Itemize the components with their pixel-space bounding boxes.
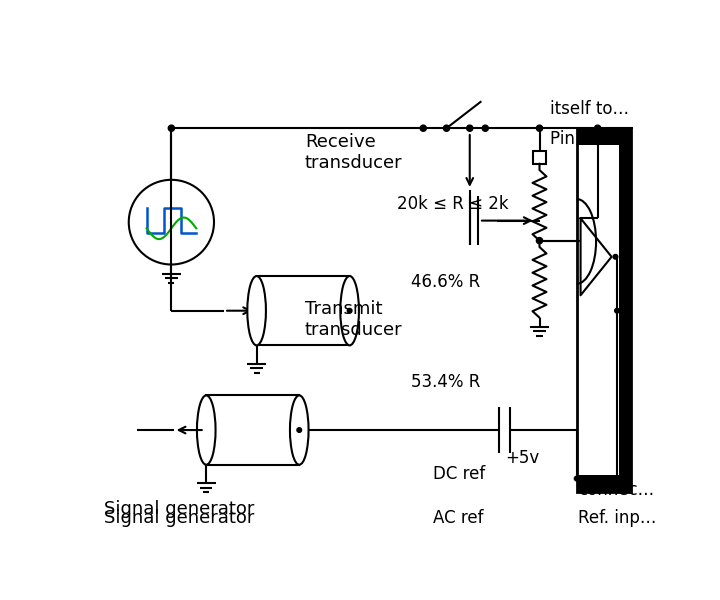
Bar — [577, 128, 631, 145]
Circle shape — [444, 125, 449, 131]
Bar — [577, 475, 631, 491]
Bar — [534, 151, 546, 164]
Bar — [206, 395, 300, 465]
Text: 20k ≤ R ≤ 2k: 20k ≤ R ≤ 2k — [397, 194, 508, 212]
Text: 53.4% R: 53.4% R — [411, 373, 480, 391]
Ellipse shape — [341, 276, 359, 346]
Text: Receive
transducer: Receive transducer — [305, 133, 402, 172]
Circle shape — [536, 238, 543, 244]
Circle shape — [615, 308, 619, 313]
Text: Signal generator: Signal generator — [104, 500, 254, 518]
Text: 8: 8 — [595, 450, 605, 465]
Bar — [619, 128, 631, 491]
Bar — [577, 128, 631, 491]
Text: connec…: connec… — [578, 481, 654, 499]
Circle shape — [482, 125, 488, 131]
Circle shape — [467, 125, 473, 131]
Ellipse shape — [290, 395, 309, 464]
Circle shape — [613, 254, 618, 259]
Ellipse shape — [248, 276, 266, 346]
Ellipse shape — [197, 395, 215, 464]
Circle shape — [168, 125, 174, 131]
Text: 46.6% R: 46.6% R — [411, 273, 480, 291]
Circle shape — [347, 308, 352, 313]
Text: DC ref: DC ref — [433, 465, 485, 483]
Bar — [256, 276, 350, 346]
Text: Transmit
transducer: Transmit transducer — [305, 300, 402, 338]
Circle shape — [595, 125, 600, 131]
Polygon shape — [580, 218, 611, 295]
Text: +5v: +5v — [505, 449, 540, 467]
Text: AC ref: AC ref — [433, 509, 484, 527]
Text: Signal generator: Signal generator — [104, 509, 254, 527]
Circle shape — [297, 428, 302, 433]
Text: Ref. inp…: Ref. inp… — [578, 509, 657, 527]
Circle shape — [536, 125, 543, 131]
Circle shape — [575, 476, 579, 481]
Text: Pin 3 sh…: Pin 3 sh… — [550, 130, 632, 148]
Text: itself to…: itself to… — [550, 100, 629, 118]
Circle shape — [420, 125, 426, 131]
